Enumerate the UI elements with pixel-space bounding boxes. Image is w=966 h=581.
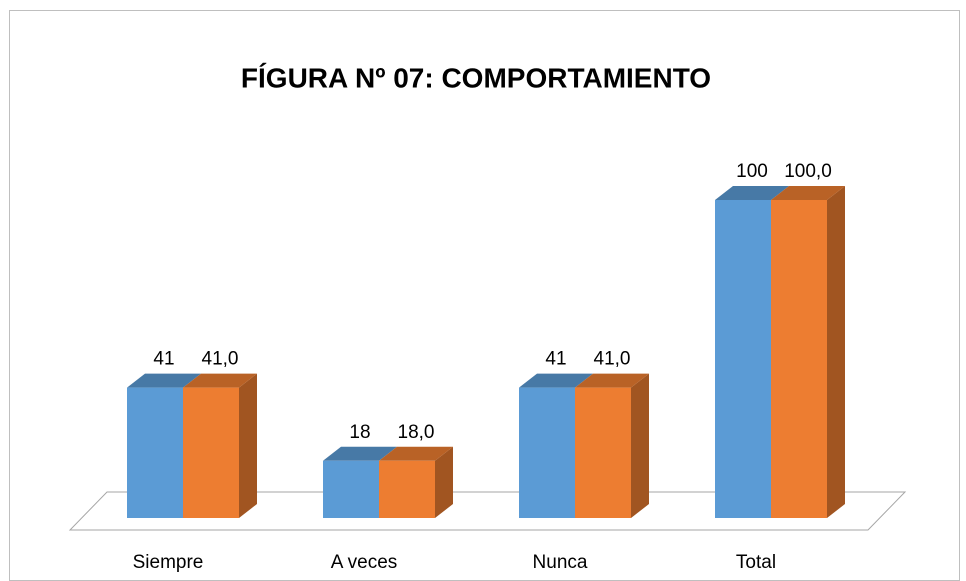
- data-label: 41,0: [202, 349, 239, 370]
- bar-front: [183, 387, 239, 518]
- data-label: 41: [545, 349, 566, 370]
- bar: [379, 446, 453, 518]
- x-tick-label: Siempre: [133, 552, 204, 573]
- bar-top: [183, 373, 257, 388]
- bar-front: [379, 460, 435, 518]
- bar-top: [323, 446, 397, 461]
- bar: [519, 373, 593, 518]
- bar-front: [575, 387, 631, 518]
- bar-side: [631, 373, 649, 518]
- bar: [575, 373, 649, 518]
- bar-front: [771, 200, 827, 518]
- chart-title: FÍGURA Nº 07: COMPORTAMIENTO: [241, 62, 711, 93]
- data-label: 18,0: [398, 422, 435, 443]
- x-tick-label: Nunca: [533, 552, 588, 573]
- bar-side: [827, 186, 845, 518]
- bar: [715, 186, 789, 518]
- bar-front: [519, 387, 575, 518]
- bar: [127, 373, 201, 518]
- data-label: 41,0: [594, 349, 631, 370]
- bar: [323, 446, 397, 518]
- bar-front: [127, 387, 183, 518]
- x-tick-label: A veces: [331, 552, 398, 573]
- bar-top: [379, 446, 453, 461]
- bar-top: [127, 373, 201, 388]
- bar: [183, 373, 257, 518]
- bar-top: [519, 373, 593, 388]
- bar: [771, 186, 845, 518]
- bar-front: [323, 460, 379, 518]
- floor: [68, 491, 907, 531]
- data-label: 18: [349, 422, 370, 443]
- bar-top: [575, 373, 649, 388]
- data-label: 100,0: [784, 161, 832, 182]
- x-tick-label: Total: [736, 552, 776, 573]
- data-label: 100: [736, 161, 768, 182]
- data-label: 41: [153, 349, 174, 370]
- bar-side: [239, 373, 257, 518]
- bar-side: [435, 446, 453, 518]
- bar-top: [715, 186, 789, 200]
- bar-top: [771, 186, 845, 200]
- bar-front: [715, 200, 771, 518]
